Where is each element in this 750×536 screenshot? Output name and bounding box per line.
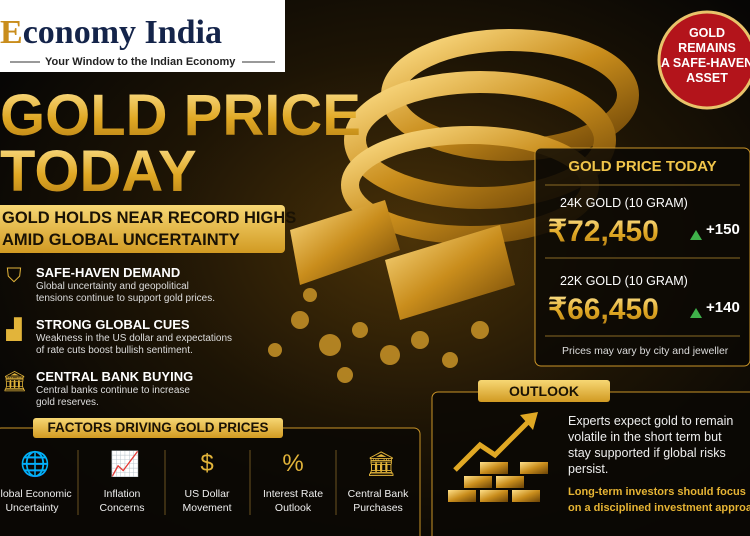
factor-label: Uncertainty (5, 502, 59, 514)
subtitle: AMID GLOBAL UNCERTAINTY (2, 231, 240, 249)
point-text: Global uncertainty and geopolitical (36, 281, 189, 292)
outlook-highlight: Long-term investors should focus (568, 486, 746, 498)
outlook-text: persist. (568, 462, 609, 476)
outlook-highlight: on a disciplined investment approach. (568, 502, 750, 514)
price-value: ₹72,450 (548, 215, 659, 248)
factor-icon: % (282, 450, 304, 477)
point-icon: ▟ (6, 319, 22, 341)
outlook-heading: OUTLOOK (478, 380, 610, 402)
factor-icon: 📈 (110, 451, 140, 478)
price-change: +150 (706, 221, 740, 238)
tagline: Your Window to the Indian Economy (45, 56, 236, 68)
point-title: SAFE-HAVEN DEMAND (36, 265, 181, 280)
factor-label: Movement (182, 502, 232, 514)
subtitle-banner: GOLD HOLDS NEAR RECORD HIGHS AMID GLOBAL… (0, 205, 297, 253)
title: GOLD PRICE (0, 83, 361, 148)
brand-name: conomy India (22, 14, 223, 51)
factor-label: Inflation (103, 488, 141, 500)
badge-text: REMAINS (678, 41, 736, 55)
price-note: Prices may vary by city and jeweller (562, 345, 729, 357)
factor-icon: 🌐 (20, 451, 50, 478)
point-text: tensions continue to support gold prices… (36, 293, 215, 304)
point-title: CENTRAL BANK BUYING (36, 369, 194, 384)
price-change: +140 (706, 299, 740, 316)
brand: Economy India (0, 14, 222, 52)
point-text: Weakness in the US dollar and expectatio… (36, 333, 233, 344)
factor-label: Interest Rate (262, 488, 324, 500)
price-heading: GOLD PRICE TODAY (568, 158, 717, 175)
point-text: of rate cuts boost bullish sentiment. (36, 345, 193, 356)
subtitle: GOLD HOLDS NEAR RECORD HIGHS (2, 209, 297, 227)
factor-label: Purchases (353, 502, 403, 514)
factor-icon: $ (200, 450, 214, 477)
point-text: Central banks continue to increase (36, 385, 190, 396)
point-text: gold reserves. (36, 397, 99, 408)
outlook-text: volatile in the short term but (568, 430, 722, 444)
outlook-text: stay supported if global risks (568, 446, 726, 460)
factors-heading: FACTORS DRIVING GOLD PRICES (33, 418, 283, 438)
point-title: STRONG GLOBAL CUES (36, 317, 190, 332)
factor-label: Concerns (99, 502, 145, 514)
factor-label: Global Economic (0, 488, 72, 500)
factor-label: Central Bank (347, 488, 409, 500)
factor-label: Outlook (274, 502, 312, 514)
title: TODAY (0, 139, 197, 204)
price-label: 24K GOLD (10 GRAM) (560, 196, 688, 210)
point-icon: 🏛 (2, 371, 28, 393)
badge-text: ASSET (686, 71, 728, 85)
badge-text: A SAFE-HAVEN (660, 56, 750, 70)
badge-text: GOLD (688, 26, 726, 40)
brand-initial: E (0, 14, 23, 51)
badge: GOLD REMAINS A SAFE-HAVEN ASSET (659, 26, 750, 86)
factor-label: US Dollar (184, 488, 230, 500)
factor-icon: 🏛 (366, 451, 397, 478)
outlook-text: Experts expect gold to remain (568, 414, 734, 428)
point-icon: ⛉ (6, 265, 22, 287)
price-label: 22K GOLD (10 GRAM) (560, 274, 688, 288)
price-value: ₹66,450 (548, 293, 659, 326)
